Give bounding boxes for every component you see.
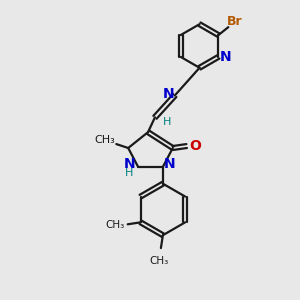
Text: N: N xyxy=(123,157,135,171)
Text: O: O xyxy=(190,139,202,153)
Text: CH₃: CH₃ xyxy=(105,220,124,230)
Text: N: N xyxy=(163,86,175,100)
Text: H: H xyxy=(125,168,134,178)
Text: H: H xyxy=(163,117,171,127)
Text: Br: Br xyxy=(226,15,242,28)
Text: CH₃: CH₃ xyxy=(149,256,169,266)
Text: N: N xyxy=(164,157,176,171)
Text: N: N xyxy=(220,50,231,64)
Text: CH₃: CH₃ xyxy=(94,135,115,145)
